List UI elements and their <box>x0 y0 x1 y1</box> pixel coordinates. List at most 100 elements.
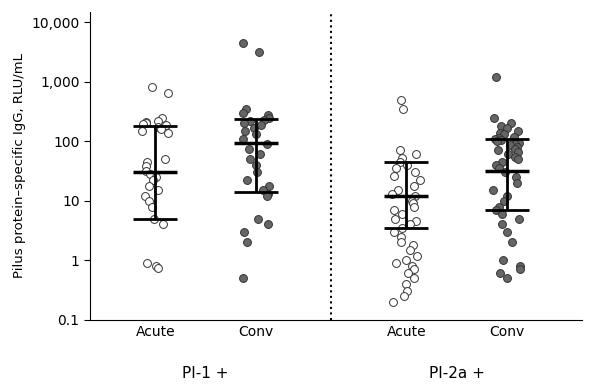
Point <box>263 221 272 227</box>
Point <box>511 145 520 152</box>
Point <box>396 234 406 240</box>
Point <box>254 48 263 55</box>
Point <box>145 183 154 189</box>
Point <box>406 246 415 253</box>
Point <box>493 147 503 154</box>
Point <box>409 183 419 189</box>
Point <box>506 142 515 149</box>
Point <box>160 156 169 162</box>
Point <box>499 131 509 138</box>
Point <box>408 242 418 248</box>
Point <box>142 260 152 266</box>
Point <box>500 169 509 176</box>
Point <box>149 177 158 183</box>
Point <box>412 218 421 225</box>
Y-axis label: Pilus protein–specific IgG, RLU/mL: Pilus protein–specific IgG, RLU/mL <box>13 53 26 278</box>
Point <box>495 270 505 277</box>
Point <box>508 239 517 245</box>
Point <box>147 84 157 90</box>
Point <box>238 136 247 142</box>
Point <box>147 204 157 210</box>
Point <box>498 257 508 263</box>
Point <box>514 216 524 222</box>
Point <box>263 191 273 197</box>
Point <box>409 204 419 210</box>
Point <box>245 118 255 124</box>
Point <box>397 96 406 103</box>
Point <box>158 221 168 227</box>
Point <box>259 187 268 193</box>
Point <box>489 114 499 121</box>
Point <box>151 174 161 180</box>
Point <box>389 207 399 213</box>
Point <box>402 288 412 294</box>
Point <box>161 122 170 128</box>
Point <box>242 106 251 112</box>
Point <box>140 193 150 199</box>
Point <box>153 264 163 271</box>
Point <box>500 198 509 204</box>
Point <box>164 129 173 136</box>
Point <box>494 204 503 210</box>
Point <box>137 128 146 134</box>
Point <box>411 151 421 158</box>
Point <box>145 198 154 204</box>
Point <box>263 112 273 118</box>
Point <box>493 138 502 144</box>
Point <box>511 141 520 147</box>
Point <box>497 211 507 217</box>
Point <box>154 187 163 193</box>
Point <box>389 229 399 235</box>
Point <box>497 123 506 129</box>
Point <box>256 151 265 158</box>
Point <box>264 183 274 189</box>
Point <box>494 135 504 141</box>
Point <box>398 211 407 217</box>
Point <box>512 144 522 150</box>
Point <box>238 275 248 281</box>
Point <box>264 114 274 121</box>
Point <box>502 193 512 199</box>
Point <box>511 174 520 180</box>
Point <box>154 124 163 130</box>
Point <box>244 145 254 152</box>
Point <box>141 120 151 126</box>
Point <box>240 128 250 134</box>
Point <box>252 169 262 176</box>
Point <box>262 193 272 199</box>
Point <box>397 239 406 245</box>
Point <box>401 257 410 263</box>
Point <box>409 275 419 281</box>
Point <box>393 187 403 193</box>
Point <box>249 124 259 131</box>
Point <box>491 74 500 80</box>
Point <box>515 263 525 269</box>
Point <box>410 193 420 199</box>
Point <box>149 216 159 222</box>
Point <box>251 131 260 138</box>
Point <box>490 136 500 142</box>
Point <box>509 133 518 140</box>
Point <box>254 216 263 222</box>
Point <box>260 117 269 123</box>
Point <box>157 114 167 121</box>
Point <box>153 118 163 124</box>
Point <box>239 110 248 116</box>
Point <box>495 129 505 136</box>
Point <box>513 156 523 162</box>
Point <box>403 270 413 277</box>
Point <box>391 216 400 222</box>
Point <box>407 263 417 269</box>
Point <box>512 180 521 186</box>
Point <box>142 168 151 174</box>
Point <box>491 162 500 168</box>
Point <box>238 40 248 46</box>
Point <box>415 177 425 183</box>
Point <box>514 128 523 134</box>
Point <box>239 229 249 235</box>
Point <box>511 154 520 160</box>
Point <box>388 191 397 197</box>
Point <box>502 275 511 281</box>
Point <box>157 126 166 132</box>
Point <box>142 159 152 165</box>
